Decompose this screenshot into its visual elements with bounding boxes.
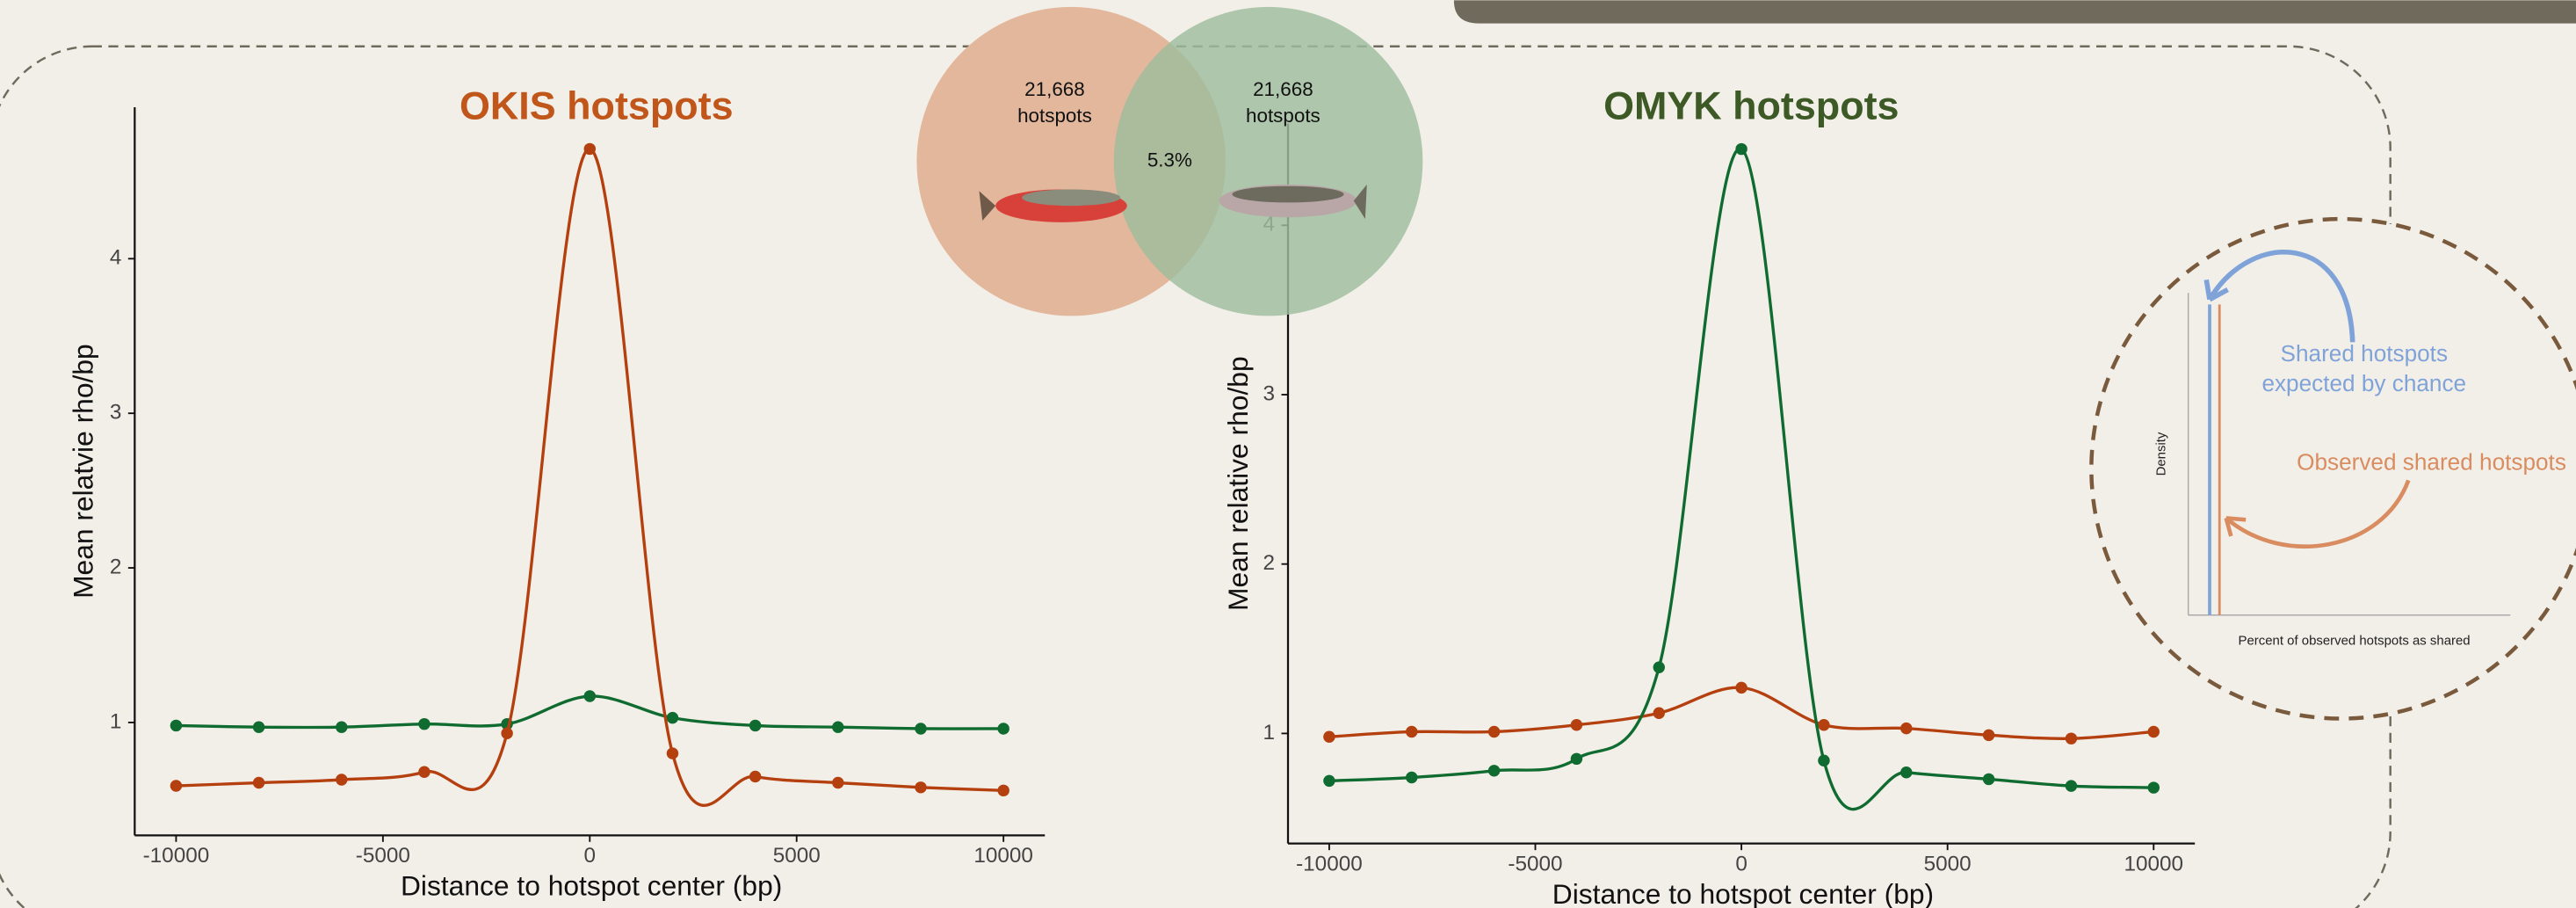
observed-label: Observed shared hotspots	[2297, 449, 2566, 476]
sockeye-fish	[979, 189, 1127, 222]
inset: Density Percent of observed hotspots as …	[2089, 216, 2576, 721]
data-point	[583, 690, 597, 702]
inset-x-label: Percent of observed hotspots as shared	[2239, 634, 2471, 649]
data-point	[2065, 732, 2078, 745]
data-point	[666, 747, 679, 759]
y-tick-label: 2	[110, 555, 122, 578]
expected-arrow	[2207, 250, 2355, 343]
data-point	[501, 727, 513, 739]
data-point	[1570, 719, 1583, 731]
x-axis-label: Distance to hotspot center (bp)	[1552, 878, 1934, 908]
inset-y-label: Density	[2154, 432, 2169, 476]
x-tick-label: 5000	[1924, 852, 1972, 875]
data-point	[1570, 752, 1583, 766]
x-tick-label: -10000	[1296, 852, 1363, 875]
x-axis-label: Distance to hotspot center (bp)	[401, 870, 782, 902]
y-tick-label: 3	[110, 401, 122, 425]
x-tick-label: 0	[1735, 852, 1747, 875]
venn-left-label: hotspots	[1017, 105, 1092, 127]
x-tick-label: -5000	[1508, 852, 1562, 875]
data-point	[1818, 754, 1830, 766]
x-tick-label: 0	[584, 844, 597, 868]
data-point	[2147, 781, 2160, 794]
data-point	[1653, 707, 1665, 720]
rainbow-trout	[1219, 184, 1367, 220]
venn-overlap: 5.3%	[1147, 149, 1192, 171]
line-chart: OMYK hotspots1234-10000-50000500010000Di…	[1222, 84, 2196, 908]
venn-right-circle	[1113, 6, 1423, 316]
data-point	[2147, 725, 2160, 738]
data-point	[997, 723, 1009, 735]
venn-right-count: 21,668	[1253, 78, 1313, 100]
data-point	[336, 774, 348, 786]
data-point	[1487, 725, 1501, 738]
x-tick-label: -5000	[356, 844, 410, 868]
data-point	[1406, 725, 1418, 738]
x-tick-label: 10000	[2124, 852, 2183, 875]
y-tick-label: 1	[1263, 721, 1276, 745]
data-point	[1900, 766, 1913, 779]
data-point	[418, 717, 431, 730]
observed-arrowhead	[2224, 516, 2247, 537]
data-point	[1323, 774, 1335, 788]
data-point	[252, 776, 265, 789]
data-point	[1406, 771, 1418, 784]
data-point	[832, 776, 844, 789]
y-tick-label: 1	[110, 709, 122, 733]
inset-border	[2089, 216, 2576, 721]
data-point	[252, 721, 265, 733]
x-tick-label: -10000	[143, 844, 210, 868]
data-point	[1487, 765, 1501, 777]
chart-title: OKIS hotspots	[459, 84, 734, 128]
data-point	[1735, 681, 1747, 694]
venn-diagram: 21,668 hotspots 21,668 hotspots 5.3%	[916, 6, 1423, 316]
top-bar	[1453, 0, 2576, 24]
y-axis-label: Mean relatvie rho/bp	[68, 344, 99, 599]
data-point	[1818, 719, 1830, 731]
data-point	[832, 721, 844, 733]
data-point	[170, 719, 183, 732]
fish-tail	[1353, 184, 1367, 220]
x-tick-label: 10000	[973, 844, 1033, 868]
data-point	[749, 770, 762, 783]
data-point	[170, 780, 183, 792]
y-tick-label: 4	[110, 246, 122, 270]
venn-left-count: 21,668	[1024, 78, 1085, 100]
expected-label-line-2: expected by chance	[2261, 370, 2466, 396]
data-point	[1982, 729, 1995, 742]
line-chart: OKIS hotspots 1 2 3 4 -10000 -5000 0 5000 10000 Di…	[68, 84, 1046, 902]
x-tick-label: 5000	[773, 844, 821, 868]
data-point	[418, 766, 431, 778]
data-point	[666, 711, 679, 724]
y-tick-label: 3	[1263, 381, 1276, 405]
data-point	[583, 142, 597, 156]
data-point	[336, 721, 348, 733]
data-point	[915, 781, 927, 794]
data-point	[1653, 661, 1665, 673]
data-point	[1323, 730, 1335, 743]
y-tick-label: 2	[1263, 551, 1276, 575]
data-point	[749, 719, 762, 732]
data-point	[915, 723, 927, 735]
charts: OKIS hotspots 1 2 3 4 -10000 -5000 0 5000 10000 Di…	[68, 84, 2196, 908]
data-point	[997, 784, 1009, 797]
fish-back	[1022, 189, 1121, 207]
data-point	[1900, 722, 1913, 735]
data-point	[1982, 773, 1995, 786]
fish-tail	[979, 191, 996, 221]
expected-label-line-1: Shared hotspots	[2281, 340, 2449, 367]
chart-title: OMYK hotspots	[1603, 84, 1899, 128]
data-point	[2065, 780, 2078, 792]
expected-arrowhead	[2203, 279, 2229, 302]
fish-back	[1232, 185, 1344, 203]
observed-arrow	[2225, 479, 2411, 548]
data-point	[1735, 142, 1747, 156]
y-axis-label: Mean relative rho/bp	[1222, 356, 1254, 611]
venn-right-label: hotspots	[1246, 105, 1321, 127]
